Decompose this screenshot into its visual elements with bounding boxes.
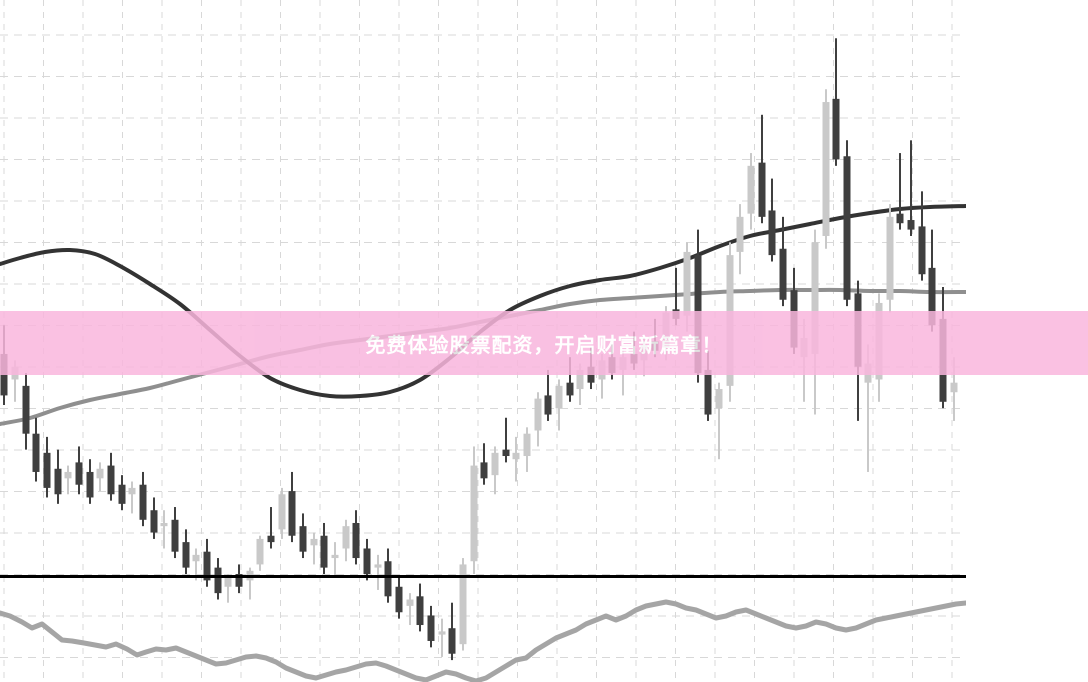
candle[interactable]	[534, 398, 542, 431]
candle[interactable]	[64, 471, 72, 479]
candle[interactable]	[43, 452, 51, 488]
candle[interactable]	[235, 574, 243, 587]
candle[interactable]	[491, 452, 499, 476]
candle[interactable]	[886, 216, 894, 300]
candle[interactable]	[128, 487, 136, 495]
candle[interactable]	[331, 554, 339, 559]
candle[interactable]	[352, 522, 360, 559]
candle[interactable]	[427, 615, 435, 641]
candle[interactable]	[139, 484, 147, 520]
candle[interactable]	[896, 213, 904, 224]
candle[interactable]	[256, 538, 264, 565]
candle[interactable]	[683, 251, 691, 316]
candle[interactable]	[384, 561, 392, 597]
candle[interactable]	[203, 551, 211, 581]
candle[interactable]	[182, 542, 190, 568]
candle[interactable]	[214, 567, 222, 594]
candle[interactable]	[811, 242, 819, 354]
indicator-line	[0, 599, 966, 682]
candle[interactable]	[406, 599, 414, 606]
candle[interactable]	[107, 465, 115, 495]
candle[interactable]	[267, 535, 275, 543]
candle[interactable]	[363, 548, 371, 574]
candle[interactable]	[502, 449, 510, 457]
candle[interactable]	[342, 526, 350, 549]
candle[interactable]	[704, 369, 712, 415]
candle[interactable]	[288, 491, 296, 536]
candle[interactable]	[736, 216, 744, 252]
candle[interactable]	[523, 433, 531, 457]
candle[interactable]	[480, 462, 488, 479]
candle[interactable]	[459, 564, 467, 645]
candle[interactable]	[747, 165, 755, 214]
candle[interactable]	[715, 389, 723, 409]
candle[interactable]	[395, 586, 403, 613]
candle[interactable]	[438, 631, 446, 635]
candle[interactable]	[310, 538, 318, 546]
candle[interactable]	[299, 526, 307, 552]
promo-banner-text: 免费体验股票配资，开启财富新篇章！	[365, 334, 723, 357]
candle[interactable]	[907, 220, 915, 230]
candle[interactable]	[843, 156, 851, 300]
candle[interactable]	[96, 468, 104, 479]
candle[interactable]	[171, 519, 179, 552]
candle[interactable]	[224, 577, 232, 587]
candle[interactable]	[320, 535, 328, 568]
candle[interactable]	[544, 395, 552, 415]
candle[interactable]	[22, 385, 30, 434]
candle[interactable]	[758, 162, 766, 217]
candle[interactable]	[75, 462, 83, 485]
candle[interactable]	[555, 385, 563, 409]
candle[interactable]	[160, 522, 168, 527]
candle[interactable]	[416, 596, 424, 626]
candle[interactable]	[566, 382, 574, 396]
panel-divider	[0, 575, 966, 578]
candle[interactable]	[278, 494, 286, 530]
candle[interactable]	[779, 248, 787, 300]
candle[interactable]	[768, 210, 776, 256]
promo-banner[interactable]: 免费体验股票配资，开启财富新篇章！	[0, 311, 1088, 375]
candle[interactable]	[32, 433, 40, 472]
candle[interactable]	[576, 369, 584, 390]
candle[interactable]	[470, 465, 478, 562]
candle[interactable]	[512, 452, 520, 460]
candle[interactable]	[150, 510, 158, 533]
candle[interactable]	[928, 267, 936, 326]
candle[interactable]	[374, 564, 382, 568]
candle[interactable]	[54, 468, 62, 495]
candle[interactable]	[86, 471, 94, 498]
candle[interactable]	[192, 554, 200, 562]
candle[interactable]	[118, 484, 126, 504]
candle[interactable]	[832, 98, 840, 160]
candle[interactable]	[822, 102, 830, 236]
candle[interactable]	[950, 382, 958, 393]
candle[interactable]	[448, 628, 456, 654]
candle[interactable]	[918, 226, 926, 275]
